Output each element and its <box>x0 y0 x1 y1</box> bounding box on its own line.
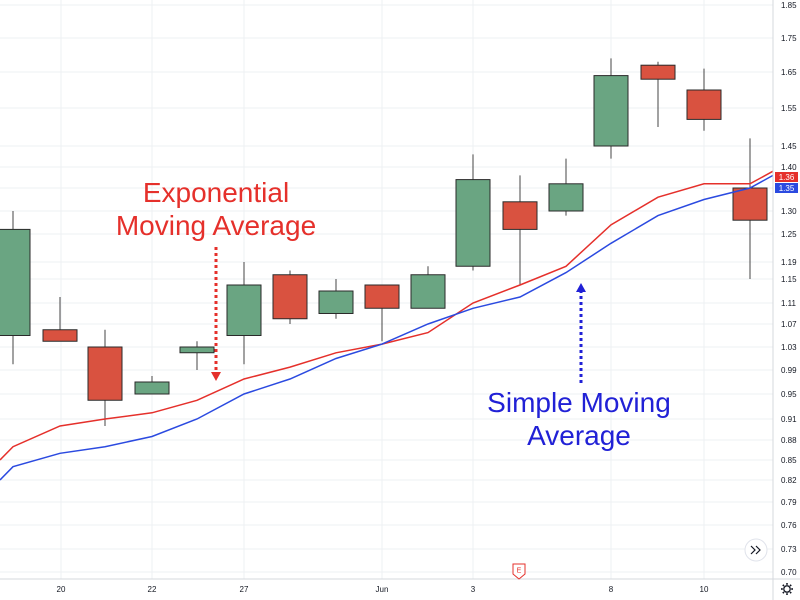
candle-body <box>548 183 584 212</box>
y-tick-label: 1.55 <box>781 104 797 113</box>
candle <box>593 58 629 159</box>
candle <box>548 158 584 216</box>
candle <box>364 284 400 342</box>
candle <box>732 138 768 279</box>
sma-line <box>0 174 774 481</box>
x-tick-label: 27 <box>240 585 249 594</box>
grid <box>0 0 773 579</box>
badge-bg <box>775 183 798 193</box>
y-tick-label: 0.85 <box>781 456 797 465</box>
last-value-badges: 1.36 1.35 <box>775 172 798 193</box>
candle <box>42 297 78 342</box>
annotation-text: Average <box>527 420 631 451</box>
y-tick-label: 1.45 <box>781 142 797 151</box>
candle-body <box>318 290 354 314</box>
x-tick-label: 10 <box>700 585 709 594</box>
earnings-marker[interactable]: E <box>512 563 526 580</box>
badge-label: 1.35 <box>779 184 795 193</box>
annotation-text: Moving Average <box>116 210 316 241</box>
y-tick-label: 1.15 <box>781 275 797 284</box>
y-tick-label: 0.99 <box>781 366 797 375</box>
candle-body <box>0 228 31 336</box>
candle <box>410 266 446 309</box>
candle-body <box>272 274 308 320</box>
last-value-badge: 1.35 <box>775 183 798 193</box>
candle-body <box>42 329 78 342</box>
y-tick-label: 1.11 <box>781 299 797 308</box>
y-tick-label: 1.25 <box>781 230 797 239</box>
candle-body <box>179 346 215 354</box>
y-axis-ticks: 1.85 1.75 1.65 1.55 1.45 1.40 1.35 1.30 1.25 1.19… <box>781 1 797 577</box>
candle <box>502 175 538 285</box>
badge-bg <box>775 172 798 182</box>
x-axis-ticks: 20 22 27 Jun 3 8 10 <box>57 585 709 594</box>
candle <box>179 341 215 370</box>
y-tick-label: 1.85 <box>781 1 797 10</box>
candle-body <box>455 179 491 267</box>
candle <box>87 329 123 426</box>
x-tick-label: 22 <box>148 585 157 594</box>
candle <box>455 154 491 271</box>
scroll-to-latest-button[interactable] <box>744 538 768 562</box>
last-value-badge: 1.36 <box>775 172 798 182</box>
chevrons-right-icon <box>750 545 761 555</box>
candles <box>0 58 768 426</box>
y-tick-label: 0.73 <box>781 545 797 554</box>
y-tick-label: 0.70 <box>781 568 797 577</box>
y-tick-label: 1.30 <box>781 207 797 216</box>
candle <box>272 270 308 324</box>
candle-body <box>640 64 676 80</box>
y-tick-label: 0.82 <box>781 476 797 485</box>
gear-icon[interactable] <box>781 583 793 595</box>
candle <box>640 61 676 127</box>
candle-body <box>593 75 629 147</box>
y-tick-label: 1.75 <box>781 34 797 43</box>
candle-body <box>134 381 170 395</box>
candle <box>318 279 354 319</box>
candle <box>134 376 170 395</box>
candle-body <box>226 284 262 336</box>
candle-body <box>410 274 446 309</box>
annotation-text: Simple Moving <box>487 387 671 418</box>
y-tick-label: 0.76 <box>781 521 797 530</box>
candle <box>226 262 262 365</box>
candle <box>686 68 722 131</box>
y-tick-label: 0.95 <box>781 390 797 399</box>
x-tick-label: 20 <box>57 585 66 594</box>
y-tick-label: 0.91 <box>781 415 797 424</box>
candle-body <box>732 187 768 221</box>
candle-body <box>502 201 538 230</box>
y-tick-label: 1.65 <box>781 68 797 77</box>
annotation-text: Exponential <box>143 177 289 208</box>
x-tick-label: 8 <box>609 585 614 594</box>
candle-body <box>87 346 123 401</box>
y-tick-label: 1.40 <box>781 163 797 172</box>
badge-label: 1.36 <box>779 173 795 182</box>
x-tick-label: 3 <box>471 585 476 594</box>
moving-average-lines <box>0 170 774 481</box>
candle-body <box>364 284 400 309</box>
y-tick-label: 0.88 <box>781 436 797 445</box>
y-tick-label: 0.79 <box>781 498 797 507</box>
y-tick-label: 1.19 <box>781 258 797 267</box>
x-tick-label: Jun <box>376 585 389 594</box>
y-tick-label: 1.07 <box>781 320 797 329</box>
y-tick-label: 1.03 <box>781 343 797 352</box>
earnings-label: E <box>517 568 522 575</box>
candle <box>0 211 31 365</box>
annotation-arrow-head <box>576 283 586 292</box>
candle-body <box>686 89 722 120</box>
annotation-arrow-head <box>211 372 221 381</box>
